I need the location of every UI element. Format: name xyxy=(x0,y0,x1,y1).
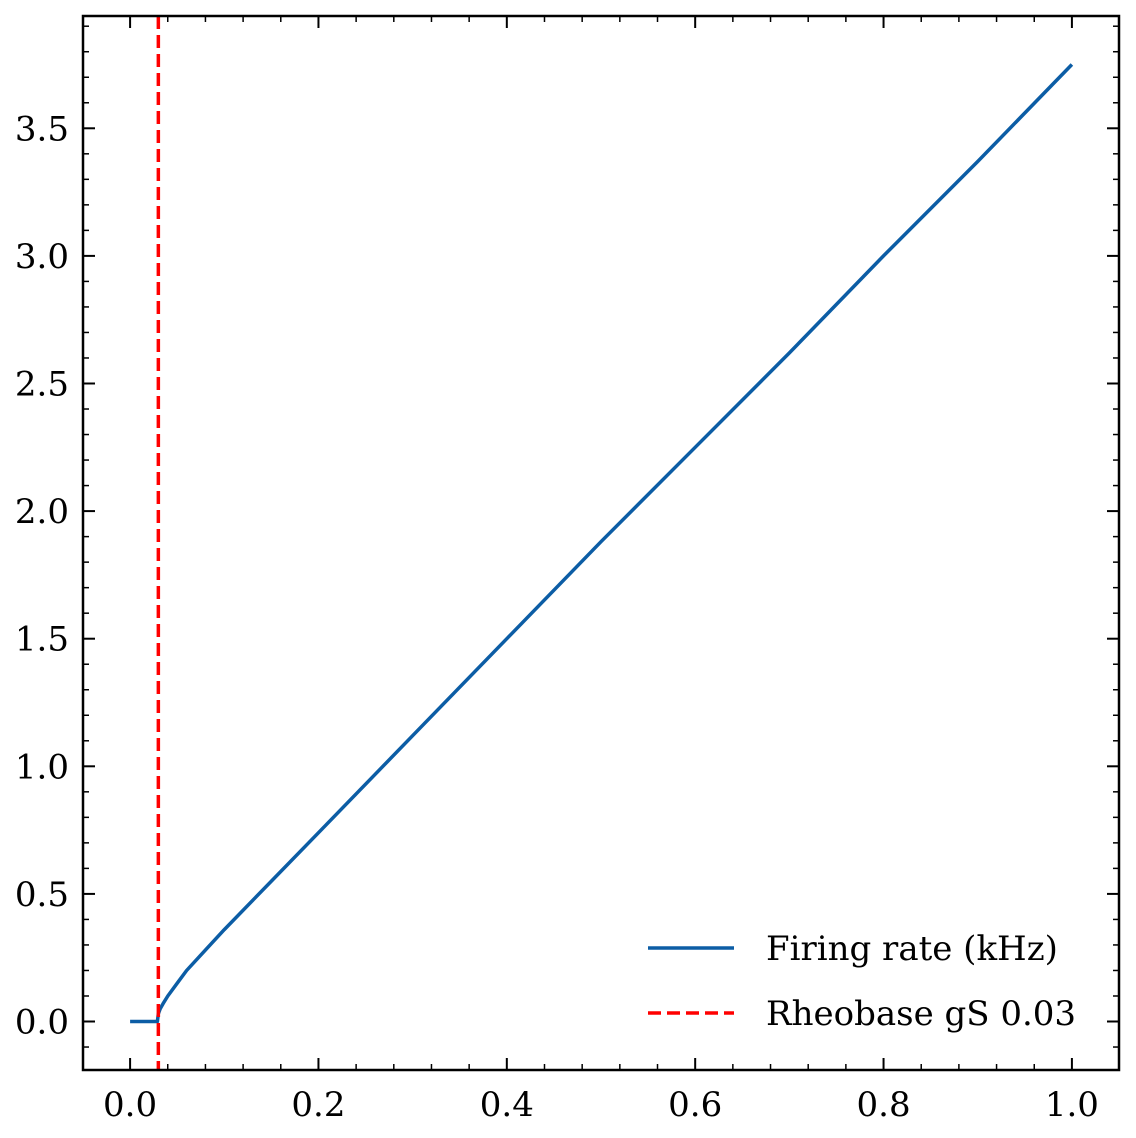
x-tick-label: 0.0 xyxy=(103,1085,157,1125)
x-tick-label: 0.8 xyxy=(857,1085,911,1125)
y-tick-label: 2.5 xyxy=(15,364,69,404)
legend: Firing rate (kHz) Rheobase gS 0.03 xyxy=(648,929,1076,1034)
y-tick-label: 0.0 xyxy=(15,1003,69,1043)
y-tick-label: 1.0 xyxy=(15,747,69,787)
x-tick-label: 0.6 xyxy=(668,1085,722,1125)
y-tick-label: 2.0 xyxy=(15,492,69,532)
plot-area xyxy=(130,16,1074,1070)
y-tick-label: 0.5 xyxy=(15,875,69,915)
axis-tick-labels: 0.0 0.2 0.4 0.6 0.8 1.0 0.0 0.5 1.0 1.5 2.0 2.5 3.0 3… xyxy=(15,109,1099,1125)
x-tick-label: 0.4 xyxy=(480,1085,534,1125)
y-tick-label: 3.0 xyxy=(15,237,69,277)
y-tick-label: 1.5 xyxy=(15,620,69,660)
firing-rate-line xyxy=(130,63,1074,1024)
x-tick-label: 0.2 xyxy=(291,1085,345,1125)
x-tick-label: 1.0 xyxy=(1045,1085,1099,1125)
y-tick-label: 3.5 xyxy=(15,109,69,149)
axes-frame xyxy=(81,14,1121,1072)
legend-rheobase-label: Rheobase gS 0.03 xyxy=(766,994,1076,1034)
legend-firing-rate-label: Firing rate (kHz) xyxy=(766,929,1058,969)
